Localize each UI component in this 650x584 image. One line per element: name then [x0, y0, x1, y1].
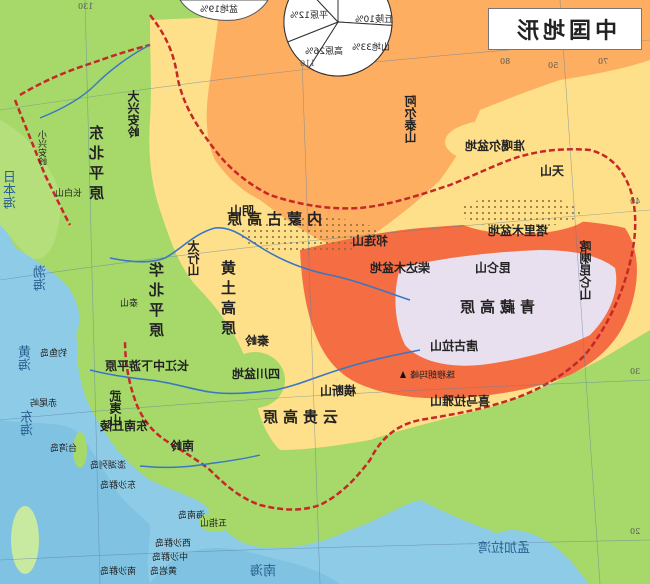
qinling-label: 秦岭: [245, 334, 270, 348]
korea-peninsula: [0, 120, 61, 260]
taihang-label: 太行山: [187, 240, 201, 276]
taiwan-island: [73, 432, 87, 468]
nansha-label: 南沙群岛: [100, 567, 137, 577]
tarim-basin-dots: [460, 196, 580, 228]
pie-slice-4: [316, 0, 339, 24]
northeast-border-east: [13, 99, 72, 226]
japan-sea-label: 日本海: [4, 170, 19, 209]
pie-label-basin: 盆地19%: [200, 5, 239, 15]
inset-globe-edge: [179, 0, 269, 21]
south-sea: [150, 548, 340, 584]
pie-label-plateau: 高原26%: [305, 47, 344, 57]
greater-khingan-label: 大兴安岭: [127, 90, 141, 138]
yellow-river: [109, 227, 411, 301]
hainan-label: 海南岛: [178, 511, 206, 521]
lon-130-label: 130: [78, 2, 94, 11]
gobi-dots: [240, 217, 380, 253]
heilong-river: [39, 44, 151, 119]
junggar-basin-label: 准噶尔盆地: [465, 139, 526, 153]
pie-slice-3: [283, 0, 339, 43]
xisha-label: 西沙群岛: [155, 539, 192, 549]
hainan-island: [199, 512, 231, 532]
yangtze-plain-label: 长江中下游平原: [105, 359, 190, 373]
yungui-plateau-label: 云贵高原: [258, 408, 339, 426]
himalaya-label: 喜马拉雅山: [430, 394, 491, 408]
north-china-plain-label: 华北平原: [148, 262, 166, 342]
everest-label: 珠穆朗玛峰: [410, 371, 456, 381]
dongsha-label: 东沙群岛: [100, 481, 137, 491]
lat-30-label: 30: [630, 367, 641, 376]
terrain-pie-chart: [283, 0, 393, 77]
penghu-label: 澎湖列岛: [90, 461, 127, 471]
wuzhi-label: 五指山: [200, 519, 228, 529]
karakoram-label: 喀喇昆仑山: [579, 240, 593, 300]
tianshan-label: 天山: [540, 164, 565, 178]
map-title-box: 中国地形: [488, 8, 642, 50]
lat-50-label: 50: [548, 61, 559, 70]
bohai-yellow-sea: [0, 240, 80, 420]
pie-label-mountain: 山地33%: [352, 43, 391, 53]
junggar-basin-area: [445, 120, 545, 164]
national-border: [123, 14, 637, 511]
pie-slice-0: [337, 0, 393, 26]
changbai-label: 长白山: [55, 189, 83, 199]
tanggula-label: 唐古拉山: [430, 339, 479, 353]
bay-of-bengal-label: 孟加拉湾: [478, 541, 531, 556]
loess-plateau-label: 黄土高原: [220, 260, 238, 340]
tibet-ice-zone: [395, 250, 617, 366]
southeast-hills-label: 东南丘陵: [100, 419, 149, 433]
northeast-plain-label: 东北平原: [88, 125, 106, 205]
pie-label-hill: 丘陵10%: [355, 15, 394, 25]
lat-20-label: 20: [630, 527, 641, 536]
lesser-khingan-label: 小兴安岭: [39, 130, 49, 166]
yinshan-label: 阴山: [230, 204, 255, 218]
yellow-sea-label: 黄海: [19, 345, 34, 371]
lon-80-label: 80: [500, 57, 511, 66]
chiwei-label: 赤尾屿: [30, 399, 58, 409]
tarim-basin-label: 塔里木盆地: [488, 224, 549, 238]
qinghai-tibet-plateau-label: 青藏高原: [455, 298, 536, 316]
east-sea-label: 东海: [21, 410, 36, 436]
qaidam-basin-label: 柴达木盆地: [370, 261, 431, 275]
hengduan-label: 横断山: [320, 384, 357, 398]
zhongsha-label: 中沙群岛: [152, 553, 189, 563]
nanling-label: 南岭: [170, 439, 195, 453]
diaoyu-label: 钓鱼岛: [40, 349, 68, 359]
sichuan-basin-label: 四川盆地: [232, 367, 281, 381]
south-sea-label: 南海: [250, 564, 277, 579]
huangyan-label: 黄岩岛: [150, 567, 178, 577]
japan-island: [11, 506, 39, 574]
northeast-border: [19, 43, 151, 97]
map-title: 中国地形: [512, 18, 617, 44]
taiwan-label: 台湾岛: [50, 444, 78, 454]
kunlun-label: 昆仑山: [475, 261, 512, 275]
pie-label-plain: 平原12%: [290, 11, 329, 21]
everest-peak-icon: [400, 371, 406, 378]
qilian-label: 祁连山: [352, 234, 389, 248]
taishan-label: 泰山: [120, 299, 139, 309]
altai-label: 阿尔泰山: [404, 95, 418, 143]
pearl-river: [139, 454, 261, 469]
lon-70-label: 70: [598, 57, 609, 66]
lon-110-label: 110: [300, 59, 316, 68]
bohai-label: 渤海: [34, 265, 49, 291]
lat-40-label: 40: [630, 197, 641, 206]
yangtze-river: [89, 349, 421, 395]
